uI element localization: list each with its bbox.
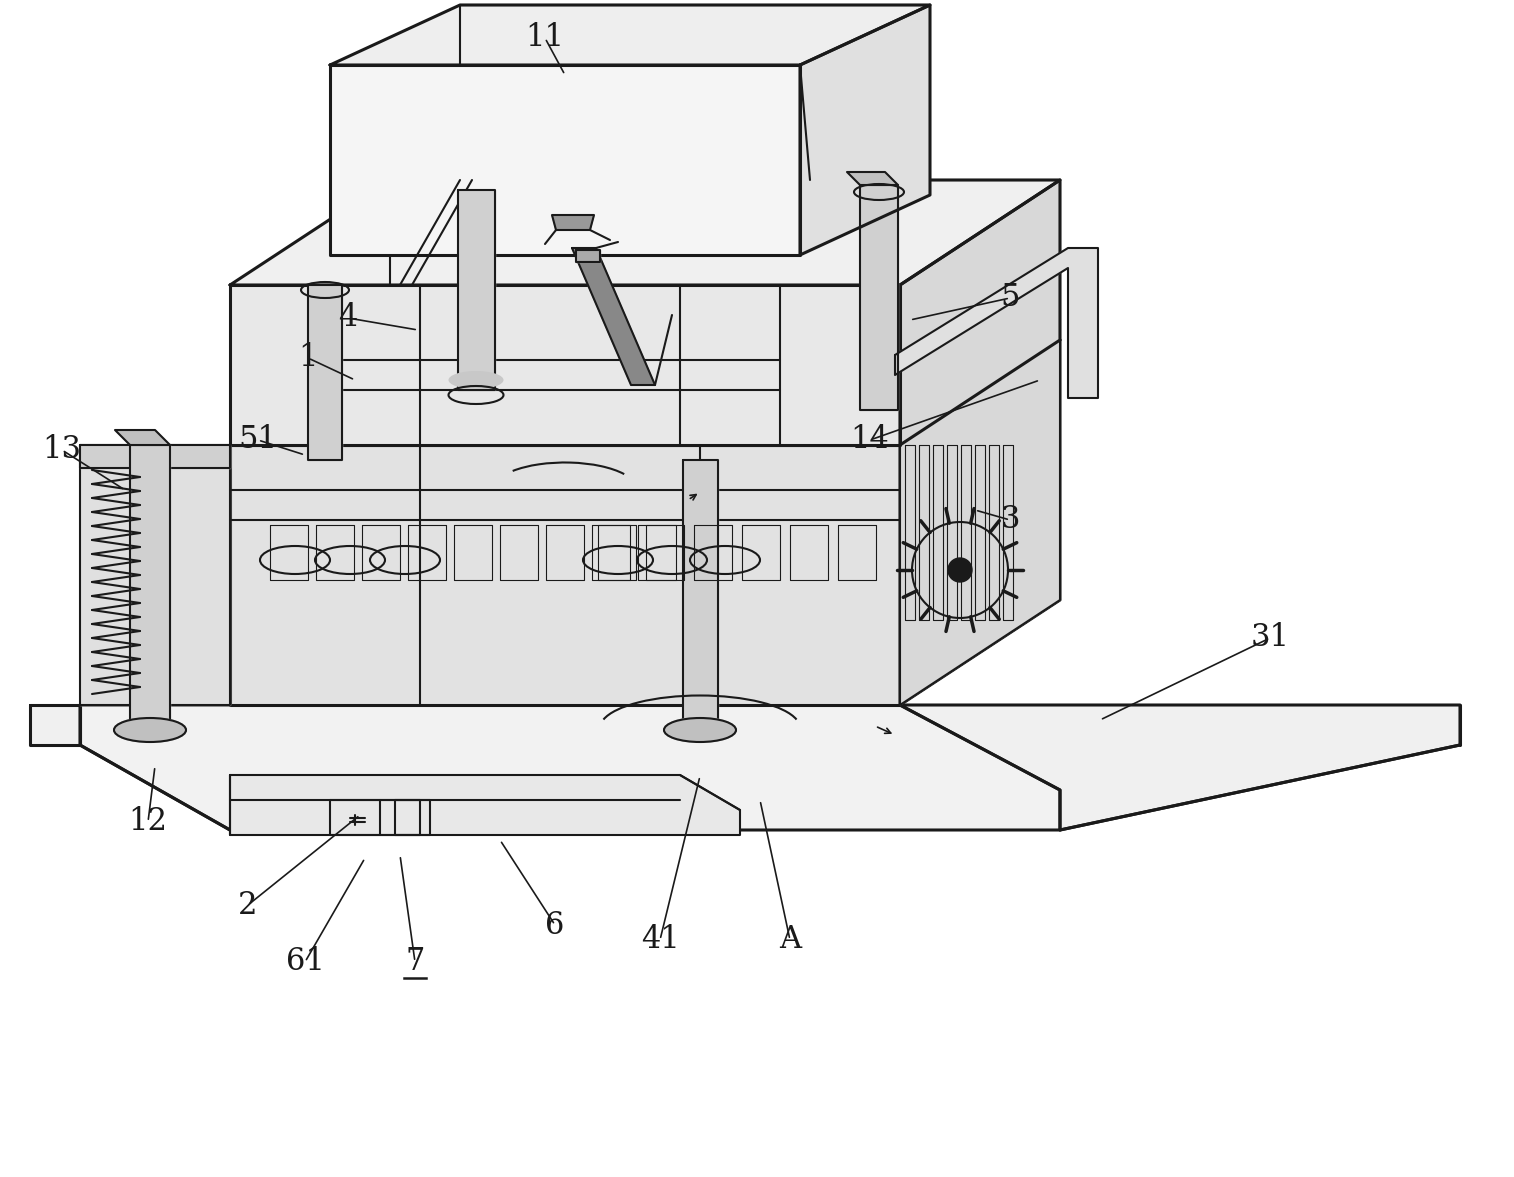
Text: 6: 6 bbox=[545, 910, 565, 940]
Ellipse shape bbox=[114, 718, 186, 742]
Text: 12: 12 bbox=[129, 806, 168, 838]
Polygon shape bbox=[230, 285, 899, 445]
Text: 3: 3 bbox=[1001, 505, 1020, 536]
Circle shape bbox=[948, 558, 972, 581]
Polygon shape bbox=[572, 248, 656, 385]
Text: 13: 13 bbox=[42, 434, 82, 465]
Text: 2: 2 bbox=[238, 890, 257, 920]
Text: A: A bbox=[778, 924, 801, 956]
Polygon shape bbox=[330, 5, 930, 65]
Text: 51: 51 bbox=[239, 425, 277, 455]
Polygon shape bbox=[575, 250, 600, 262]
Text: 11: 11 bbox=[525, 22, 565, 53]
Polygon shape bbox=[30, 705, 80, 745]
Polygon shape bbox=[230, 445, 899, 705]
Polygon shape bbox=[80, 705, 1060, 830]
Text: 31: 31 bbox=[1251, 623, 1290, 653]
Polygon shape bbox=[230, 774, 740, 834]
Polygon shape bbox=[230, 340, 1060, 445]
Polygon shape bbox=[899, 180, 1060, 705]
Polygon shape bbox=[230, 180, 1060, 285]
Polygon shape bbox=[895, 248, 1098, 398]
Polygon shape bbox=[799, 5, 930, 255]
Polygon shape bbox=[330, 65, 799, 255]
Text: 14: 14 bbox=[851, 425, 889, 455]
Polygon shape bbox=[553, 215, 593, 230]
Ellipse shape bbox=[448, 371, 504, 390]
Polygon shape bbox=[459, 189, 495, 390]
Polygon shape bbox=[80, 445, 230, 705]
Text: 1: 1 bbox=[298, 343, 318, 373]
Polygon shape bbox=[899, 180, 1060, 445]
Polygon shape bbox=[899, 340, 1060, 705]
Polygon shape bbox=[115, 430, 170, 445]
Polygon shape bbox=[860, 185, 898, 410]
Polygon shape bbox=[307, 285, 342, 460]
Polygon shape bbox=[899, 705, 1459, 830]
Polygon shape bbox=[130, 445, 170, 730]
Text: 5: 5 bbox=[1001, 282, 1020, 313]
Polygon shape bbox=[683, 460, 718, 730]
Text: 7: 7 bbox=[406, 946, 425, 978]
Text: 61: 61 bbox=[286, 946, 324, 978]
Polygon shape bbox=[846, 172, 898, 185]
Text: 4: 4 bbox=[338, 302, 357, 333]
Text: 41: 41 bbox=[640, 924, 680, 956]
Ellipse shape bbox=[665, 718, 736, 742]
Polygon shape bbox=[80, 445, 230, 468]
